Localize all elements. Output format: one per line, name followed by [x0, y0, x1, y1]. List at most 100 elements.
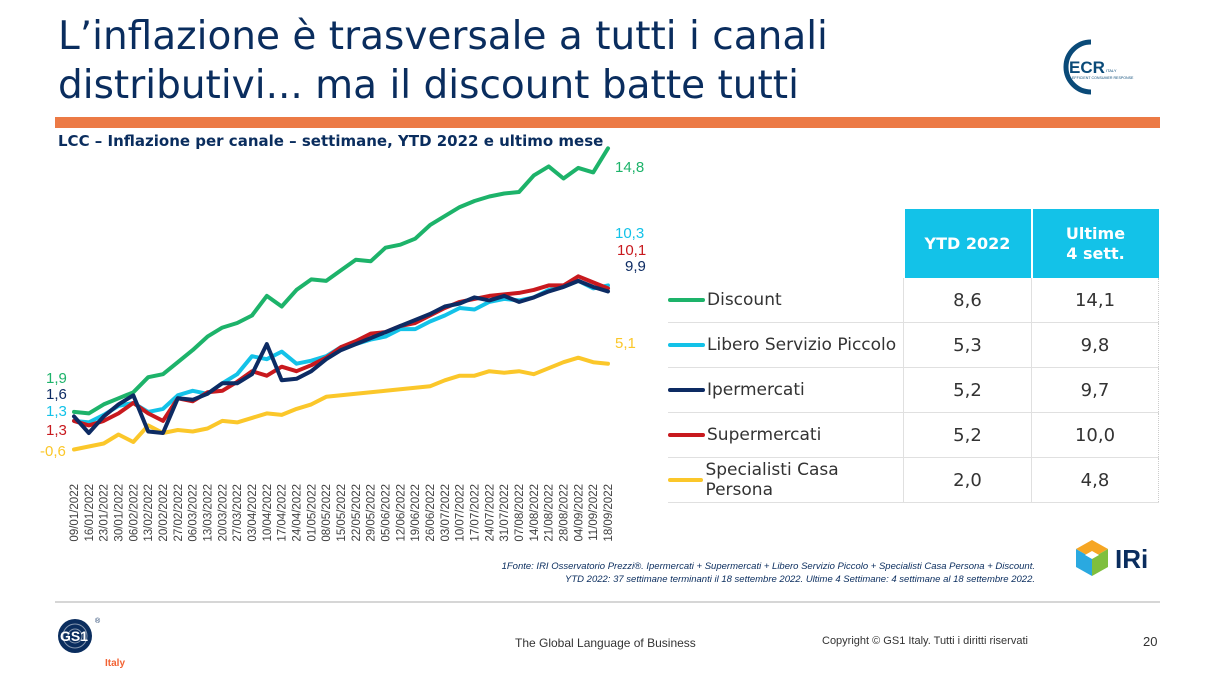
table-body: Discount 8,6 14,1 Libero Servizio Piccolo 5,… [668, 278, 1159, 503]
start-label: 1,9 [46, 370, 67, 387]
page-title-line-1: L’inflazione è trasversale a tutti i can… [58, 14, 828, 59]
x-tick-label: 30/01/2022 [114, 484, 126, 542]
gs1-logo-registered: ® [95, 617, 101, 625]
header-last4: Ultime 4 sett. [1030, 209, 1159, 278]
table-row: Specialisti Casa Persona 2,0 4,8 [668, 457, 1159, 503]
x-tick-label: 01/05/2022 [306, 484, 318, 542]
ecr-logo-text: ECR [1069, 58, 1105, 77]
last4-value: 4,8 [1031, 457, 1159, 503]
gs1-logo-ring-1 [62, 623, 88, 649]
x-tick-label: 24/07/2022 [484, 484, 496, 542]
x-tick-label: 13/02/2022 [143, 484, 155, 542]
table-row: Supermercati 5,2 10,0 [668, 412, 1159, 458]
header-last4-label: Ultime 4 sett. [1065, 223, 1126, 263]
x-tick-label: 29/05/2022 [366, 484, 378, 542]
x-tick-label: 23/01/2022 [99, 484, 111, 542]
x-tick-label: 06/02/2022 [128, 484, 140, 542]
legend-cell: Ipermercati [668, 367, 904, 413]
legend-item: Supermercati [668, 425, 903, 445]
ecr-logo-ring [1063, 39, 1092, 95]
page-number: 20 [1143, 634, 1158, 649]
legend-cell: Supermercati [668, 412, 904, 458]
x-tick-label: 05/06/2022 [381, 484, 393, 542]
legend-swatch [668, 478, 704, 482]
x-tick-label: 13/03/2022 [203, 484, 215, 542]
x-tick-label: 12/06/2022 [395, 484, 407, 542]
x-tick-label: 14/08/2022 [529, 484, 541, 542]
x-tick-label: 31/07/2022 [499, 484, 511, 542]
legend-item: Libero Servizio Piccolo [668, 335, 903, 355]
x-tick-label: 09/01/2022 [69, 484, 81, 542]
gs1-logo-country: Italy [105, 658, 125, 669]
x-tick-label: 08/05/2022 [321, 484, 333, 542]
x-tick-label: 20/03/2022 [217, 484, 229, 542]
x-tick-label: 28/08/2022 [559, 484, 571, 542]
legend-swatch [668, 298, 705, 302]
ecr-logo-country: ITALY [1106, 68, 1117, 73]
ecr-logo: ECR ITALY EFFICIENT CONSUMER RESPONSE [1063, 39, 1134, 95]
x-tick-label: 04/09/2022 [573, 484, 585, 542]
x-tick-label: 20/02/2022 [158, 484, 170, 542]
iri-logo-text: IRi [1115, 544, 1148, 574]
x-tick-label: 06/03/2022 [188, 484, 200, 542]
channel-label: Discount [707, 290, 782, 310]
page-title: L’inflazione è trasversale a tutti i can… [58, 12, 958, 110]
start-label: -0,6 [40, 443, 66, 460]
ytd-value: 5,3 [903, 322, 1032, 368]
x-tick-label: 26/06/2022 [425, 484, 437, 542]
series-line-4 [72, 355, 610, 452]
ytd-value: 5,2 [903, 412, 1032, 458]
x-tick-label: 19/06/2022 [410, 484, 422, 542]
footnote: 1Fonte: IRI Osservatorio Prezzi®. Iperme… [502, 560, 1035, 586]
table-row: Discount 8,6 14,1 [668, 278, 1159, 323]
last4-value: 9,8 [1031, 322, 1159, 368]
chart-subtitle: LCC – Inflazione per canale – settimane,… [58, 132, 604, 150]
ytd-value: 2,0 [903, 457, 1032, 503]
channel-label: Ipermercati [707, 380, 805, 400]
legend-swatch [668, 343, 705, 347]
channel-label: Libero Servizio Piccolo [707, 335, 897, 355]
inflation-table: YTD 2022 Ultime 4 sett. Discount 8,6 14,1 L… [668, 209, 1159, 503]
series-line-3 [72, 274, 610, 428]
x-tick-label: 11/09/2022 [588, 484, 600, 541]
legend-cell: Libero Servizio Piccolo [668, 322, 904, 368]
legend-cell: Discount [668, 278, 904, 323]
header-ytd-label: YTD 2022 [924, 233, 1011, 253]
channel-label: Supermercati [707, 425, 822, 445]
footnote-line-2: YTD 2022: 37 settimane terminanti il 18 … [565, 574, 1035, 585]
last4-value: 9,7 [1031, 367, 1159, 413]
iri-logo: IRi [1076, 540, 1148, 576]
x-tick-label: 07/08/2022 [514, 484, 526, 542]
table-row: Libero Servizio Piccolo 5,3 9,8 [668, 322, 1159, 368]
x-tick-label: 18/09/2022 [603, 484, 615, 542]
end-label: 9,9 [625, 258, 646, 275]
iri-logo-cube-center [1085, 551, 1099, 559]
page-title-line-2: distributivi... ma il discount batte tut… [58, 63, 799, 108]
footer-tagline: The Global Language of Business [515, 636, 696, 650]
x-tick-label: 03/07/2022 [440, 484, 452, 542]
x-tick-label: 16/01/2022 [84, 484, 96, 542]
x-tick-label: 17/04/2022 [277, 484, 289, 542]
accent-bar [55, 117, 1160, 128]
end-label: 14,8 [615, 159, 644, 176]
start-label: 1,3 [46, 403, 67, 420]
legend-item: Specialisti Casa Persona [668, 460, 903, 500]
gs1-logo: GS1 ® Italy [58, 617, 125, 669]
channel-label: Specialisti Casa Persona [705, 460, 839, 500]
gs1-logo-ring-2 [67, 628, 83, 644]
last4-value: 10,0 [1031, 412, 1159, 458]
table-header-row: YTD 2022 Ultime 4 sett. [668, 209, 1159, 278]
header-ytd: YTD 2022 [902, 209, 1032, 278]
series-line-0 [72, 146, 610, 416]
table-header-blank [668, 209, 904, 278]
x-tick-label: 22/05/2022 [351, 484, 363, 542]
x-tick-label: 24/04/2022 [292, 484, 304, 542]
x-tick-label: 17/07/2022 [470, 484, 482, 542]
footer-divider [55, 601, 1160, 603]
footer-copyright: Copyright © GS1 Italy. Tutti i diritti r… [822, 635, 1028, 647]
x-tick-label: 27/02/2022 [173, 484, 185, 542]
end-label: 5,1 [615, 335, 636, 352]
gs1-logo-text: GS1 [60, 628, 88, 644]
x-tick-label: 21/08/2022 [544, 484, 556, 542]
end-label: 10,3 [615, 225, 644, 242]
